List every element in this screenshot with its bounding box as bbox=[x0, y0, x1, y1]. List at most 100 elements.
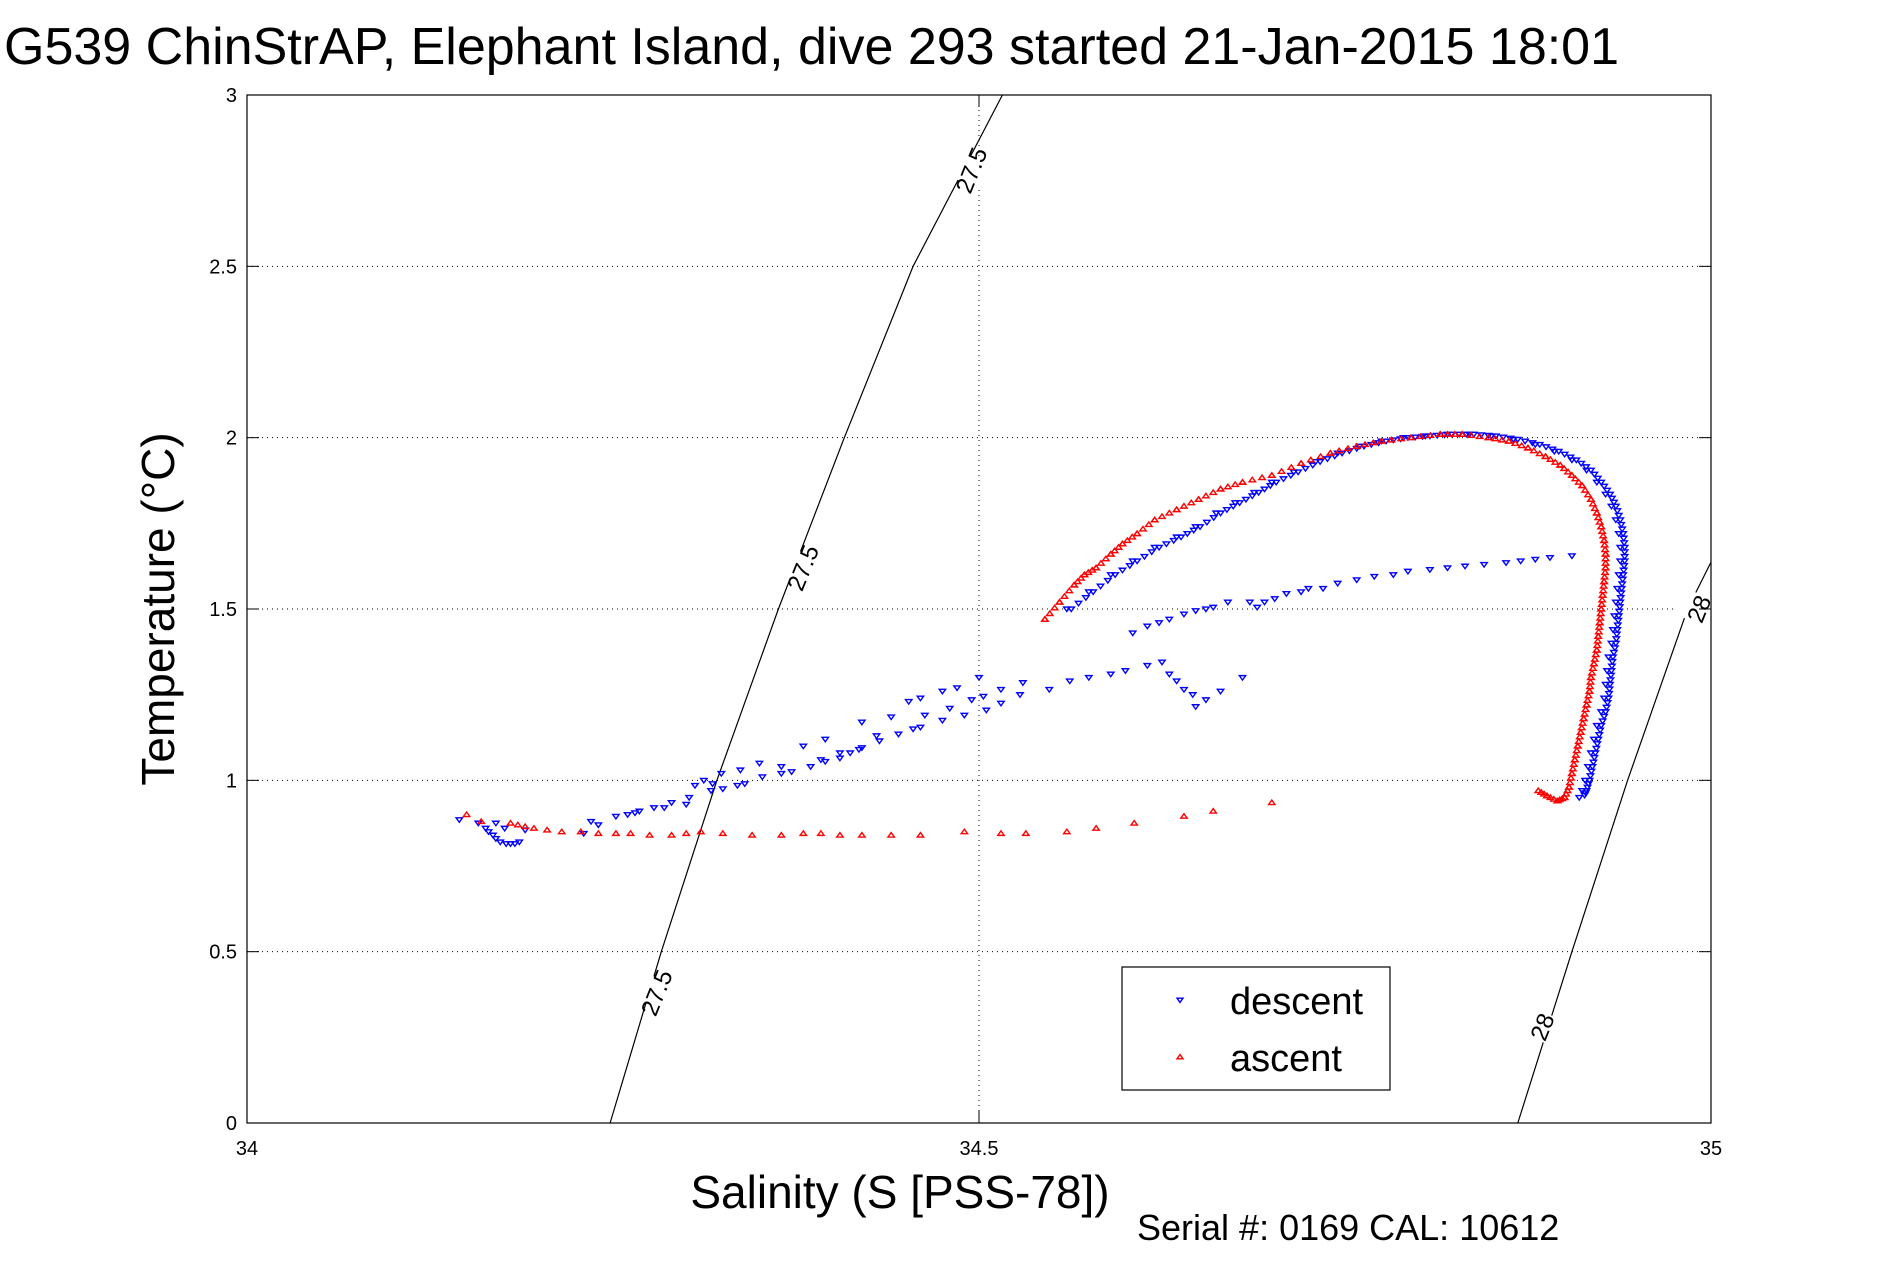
descent-point bbox=[1611, 636, 1621, 643]
descent-point bbox=[1172, 678, 1182, 685]
descent-point bbox=[1188, 692, 1198, 699]
descent-point bbox=[1599, 695, 1609, 702]
legend-marker-descent bbox=[1175, 997, 1185, 1004]
ascent-point bbox=[1585, 678, 1596, 685]
ascent-point bbox=[1600, 568, 1610, 576]
descent-point bbox=[1615, 599, 1625, 606]
ascent-point bbox=[1286, 463, 1296, 470]
descent-point bbox=[593, 822, 603, 829]
ascent-point bbox=[1545, 455, 1556, 462]
descent-point bbox=[1619, 535, 1629, 542]
ascent-point bbox=[1596, 605, 1606, 612]
ascent-point bbox=[1577, 481, 1587, 489]
x-tick-label: 34.5 bbox=[960, 1138, 999, 1160]
descent-point bbox=[1065, 678, 1075, 685]
ascent-point bbox=[1164, 509, 1174, 516]
descent-point bbox=[630, 810, 640, 817]
descent-point bbox=[1352, 577, 1362, 584]
descent-point bbox=[706, 787, 716, 795]
series-ascent bbox=[462, 798, 1277, 838]
descent-point bbox=[1617, 585, 1627, 593]
serial-footer: Serial #: 0169 CAL: 10612 bbox=[1137, 1207, 1559, 1248]
ascent-point bbox=[1257, 473, 1267, 481]
descent-point bbox=[1535, 441, 1545, 449]
ascent-point bbox=[1565, 778, 1575, 786]
ascent-point bbox=[1096, 559, 1106, 566]
ascent-point bbox=[1596, 609, 1606, 617]
ascent-point bbox=[1106, 550, 1116, 557]
descent-point bbox=[1125, 562, 1135, 570]
ascent-point bbox=[1598, 591, 1608, 598]
descent-point bbox=[1289, 469, 1299, 476]
ascent-point bbox=[1599, 577, 1609, 585]
descent-point bbox=[1585, 773, 1596, 780]
series-ascent bbox=[1040, 430, 1611, 804]
y-tick-label: 1 bbox=[226, 770, 237, 792]
ascent-point bbox=[1595, 614, 1605, 621]
ascent-point bbox=[1594, 623, 1604, 630]
descent-point bbox=[1619, 567, 1629, 574]
isopycnal-label-bg bbox=[777, 546, 829, 590]
descent-point bbox=[1117, 567, 1128, 574]
descent-point bbox=[1567, 553, 1577, 560]
descent-point bbox=[483, 829, 494, 836]
descent-point bbox=[684, 794, 694, 802]
series-descent bbox=[1062, 431, 1625, 802]
descent-point bbox=[1442, 565, 1453, 572]
descent-point bbox=[1201, 697, 1211, 704]
descent-point bbox=[1620, 544, 1630, 552]
descent-point bbox=[1015, 692, 1025, 699]
ascent-point bbox=[1601, 564, 1611, 571]
x-tick-label: 34 bbox=[236, 1138, 258, 1160]
descent-point bbox=[718, 786, 728, 793]
descent-point bbox=[681, 801, 691, 809]
ascent-point bbox=[1571, 751, 1581, 758]
ascent-point bbox=[1406, 433, 1416, 441]
axis-ticks: 34 34.5 35 0 0.5 1 1.5 2 2.5 3 bbox=[209, 85, 1722, 1160]
descent-point bbox=[1062, 606, 1072, 613]
ascent-point bbox=[1110, 546, 1120, 554]
descent-point bbox=[1530, 556, 1540, 564]
ascent-point bbox=[1590, 504, 1600, 512]
descent-point bbox=[1590, 750, 1600, 757]
descent-point bbox=[1620, 549, 1630, 556]
legend: descent ascent bbox=[1121, 966, 1391, 1091]
descent-point bbox=[1333, 580, 1343, 588]
ascent-point bbox=[1586, 495, 1596, 502]
descent-point bbox=[1618, 530, 1628, 538]
ascent-point bbox=[1416, 432, 1426, 440]
ascent-point bbox=[996, 829, 1006, 837]
descent-point bbox=[1241, 496, 1251, 504]
descent-point bbox=[1602, 668, 1612, 675]
descent-point bbox=[1403, 568, 1413, 576]
descent-point bbox=[732, 782, 743, 790]
descent-point bbox=[1614, 572, 1624, 579]
descent-point bbox=[1230, 500, 1240, 507]
descent-point bbox=[1095, 583, 1106, 590]
ascent-point bbox=[1598, 532, 1608, 539]
descent-point bbox=[1103, 577, 1113, 585]
descent-point bbox=[1202, 519, 1212, 526]
descent-point bbox=[1613, 622, 1623, 629]
ascent-point bbox=[1343, 444, 1353, 452]
descent-point bbox=[1596, 479, 1606, 486]
descent-point bbox=[1607, 658, 1617, 666]
descent-point bbox=[1586, 467, 1596, 474]
ascent-point bbox=[1580, 486, 1590, 493]
ascent-point bbox=[1577, 724, 1587, 731]
descent-point bbox=[1589, 736, 1599, 743]
descent-point bbox=[1172, 534, 1182, 541]
descent-point bbox=[981, 707, 991, 714]
ascent-point bbox=[1588, 664, 1598, 672]
ascent-point bbox=[476, 817, 486, 825]
descent-point bbox=[920, 712, 930, 719]
descent-point bbox=[1611, 640, 1621, 648]
ascent-point bbox=[1504, 437, 1514, 444]
ascent-point bbox=[1568, 765, 1578, 772]
ascent-point bbox=[1595, 518, 1605, 525]
descent-point bbox=[1044, 686, 1054, 694]
ascent-point bbox=[1064, 586, 1074, 594]
descent-point bbox=[1594, 732, 1604, 739]
descent-point bbox=[1598, 718, 1608, 725]
ascent-point bbox=[1594, 628, 1604, 635]
